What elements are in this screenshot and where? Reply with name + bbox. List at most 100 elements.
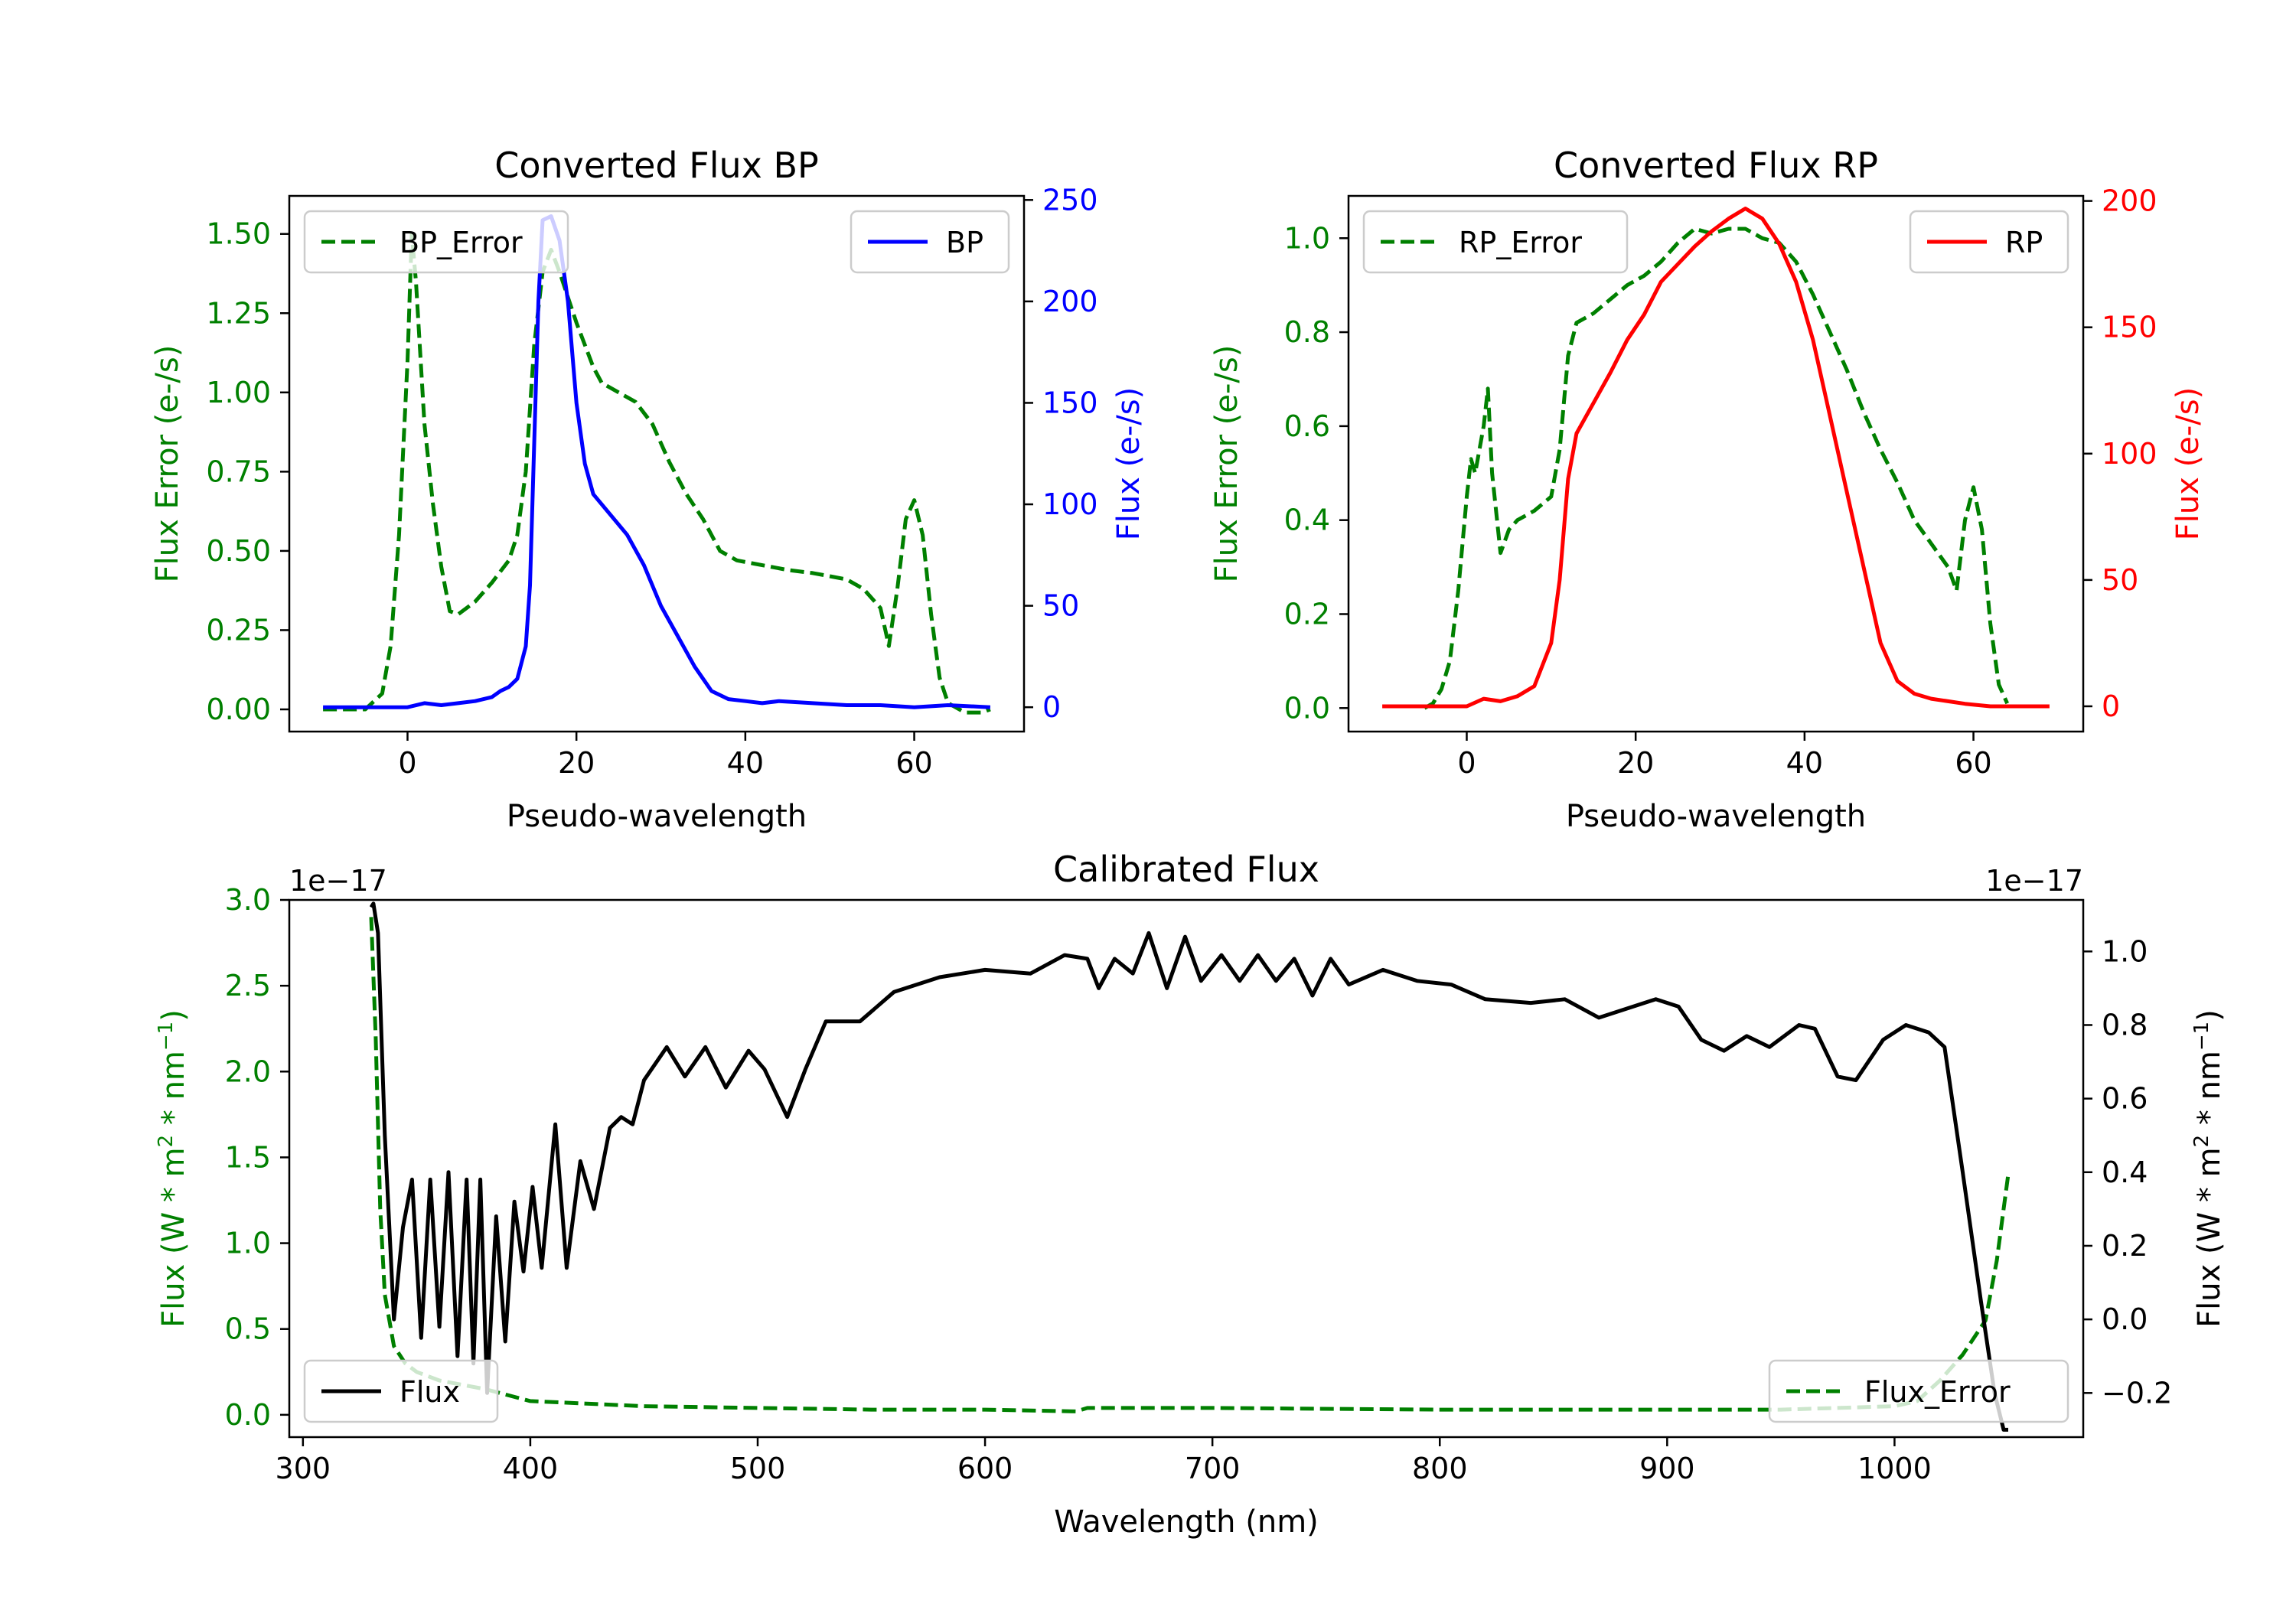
x-tick-label: 700: [1185, 1452, 1241, 1485]
left-y-tick-label: 1.5: [225, 1140, 271, 1174]
right-y-tick-label: 50: [1042, 589, 1079, 623]
y-axis-label-part: Flux (W * m: [156, 1147, 191, 1327]
legend-rp: RP: [1909, 210, 2069, 274]
x-tick-label: 800: [1412, 1452, 1468, 1485]
left-y-tick-label: 0.75: [206, 455, 271, 488]
chart-title: Converted Flux BP: [494, 145, 819, 186]
calibrated-panel: 300 400 500 600 700 800 900 1000 0.0 0.5 1.0 1.5 2.0…: [155, 849, 2227, 1540]
legend-box: [1909, 210, 2069, 274]
y-axis-label-exponent: −1: [155, 1022, 178, 1051]
legend-box: [303, 210, 569, 274]
right-offset-text: 1e−17: [1985, 864, 2083, 898]
left-y-tick-label: 0.5: [225, 1312, 271, 1346]
x-tick-label: 300: [276, 1452, 331, 1485]
left-y-tick-label: 1.0: [1284, 221, 1330, 255]
legend-bp: BP: [850, 210, 1010, 274]
left-y-axis-label: Flux Error (e-/s): [1209, 345, 1244, 583]
chart-title: Converted Flux RP: [1554, 145, 1878, 186]
left-offset-text: 1e−17: [289, 864, 387, 898]
right-y-tick-label: 150: [1042, 386, 1098, 419]
y-axis-label-part: * nm: [156, 1051, 191, 1135]
y-axis-label-exponent: 2: [2190, 1135, 2213, 1148]
chart-title: Calibrated Flux: [1053, 849, 1319, 890]
left-y-tick-label: 1.0: [225, 1227, 271, 1260]
series-line-bp: [323, 214, 991, 709]
right-y-tick-label: 0.8: [2102, 1008, 2148, 1041]
y-axis-label-part: Flux (W * m: [2192, 1147, 2227, 1327]
legend-label: BP: [946, 226, 983, 259]
right-y-tick-label: 0.6: [2102, 1082, 2148, 1116]
x-tick-label: 20: [1617, 746, 1654, 780]
legend-box: [303, 1359, 499, 1423]
x-tick-label: 0: [398, 746, 416, 780]
plot-frame: [1347, 194, 2085, 733]
right-y-tick-label: 200: [2102, 184, 2157, 218]
right-y-tick-label: 0: [1042, 690, 1061, 724]
x-tick-label: 600: [957, 1452, 1013, 1485]
right-y-tick-label: 0.4: [2102, 1156, 2148, 1189]
right-y-axis-label: Flux (e-/s): [2170, 387, 2206, 540]
left-y-tick-label: 1.00: [206, 376, 271, 409]
left-y-tick-label: 0.4: [1284, 504, 1330, 537]
x-tick-label: 500: [730, 1452, 786, 1485]
legend-box: [850, 210, 1010, 274]
left-y-tick-label: 1.25: [206, 296, 271, 330]
legend-flux: Flux: [303, 1359, 499, 1423]
x-tick-label: 0: [1457, 746, 1476, 780]
x-tick-label: 1000: [1857, 1452, 1932, 1485]
legend-label: RP_Error: [1459, 226, 1582, 259]
legend-flux-error: Flux_Error: [1768, 1359, 2069, 1423]
right-y-axis-label: Flux (e-/s): [1111, 387, 1146, 540]
left-y-tick-label: 0.0: [1284, 691, 1330, 725]
x-tick-label: 400: [503, 1452, 559, 1485]
right-y-tick-label: 250: [1042, 183, 1098, 217]
left-y-tick-label: 2.0: [225, 1054, 271, 1088]
y-axis-label-exponent: 2: [155, 1135, 178, 1148]
right-y-tick-label: 100: [1042, 487, 1098, 521]
x-tick-label: 60: [1955, 746, 1991, 780]
bp-panel: 0 20 40 60 0.00 0.25 0.50 0.75 1.00 1.25 1.50 0 50 10…: [150, 145, 1146, 834]
right-y-axis-label: Flux (W * m2 * nm−1): [2190, 1009, 2227, 1328]
x-axis-label: Pseudo-wavelength: [507, 799, 807, 834]
x-tick-label: 40: [1786, 746, 1823, 780]
series-line-rp: [1382, 207, 2050, 709]
legend-box: [1362, 210, 1629, 274]
right-y-tick-label: 200: [1042, 285, 1098, 318]
left-y-axis-label: Flux Error (e-/s): [150, 345, 185, 583]
y-axis-label-part: * nm: [2192, 1051, 2227, 1135]
right-y-tick-label: 0: [2102, 689, 2120, 723]
left-y-tick-label: 0.2: [1284, 597, 1330, 631]
legend-label: Flux: [400, 1375, 460, 1409]
x-axis-label: Wavelength (nm): [1054, 1504, 1319, 1540]
plot-frame: [288, 194, 1026, 733]
left-y-tick-label: 1.50: [206, 217, 271, 251]
legend-label: Flux_Error: [1864, 1375, 2011, 1409]
left-y-tick-label: 0.50: [206, 534, 271, 568]
left-y-tick-label: 0.0: [225, 1398, 271, 1432]
x-axis-label: Pseudo-wavelength: [1566, 799, 1866, 834]
rp-panel: 0 20 40 60 0.0 0.2 0.4 0.6 0.8 1.0 0 50 100 150 200 Con…: [1209, 145, 2206, 834]
legend-rp-error: RP_Error: [1362, 210, 1629, 274]
right-y-tick-label: 0.0: [2102, 1302, 2148, 1336]
series-line-rp-error: [1424, 227, 2009, 710]
x-tick-label: 900: [1639, 1452, 1695, 1485]
series-line-flux: [369, 901, 2008, 1432]
right-y-tick-label: −0.2: [2102, 1376, 2172, 1410]
y-axis-label-part: ): [156, 1009, 191, 1022]
legend-label: RP: [2005, 226, 2043, 259]
left-y-axis-label: Flux (W * m2 * nm−1): [155, 1009, 191, 1328]
x-tick-label: 20: [558, 746, 595, 780]
series-line-bp-error: [323, 232, 991, 715]
right-y-tick-label: 50: [2102, 563, 2138, 597]
x-tick-label: 40: [727, 746, 764, 780]
legend-bp-error: BP_Error: [303, 210, 569, 274]
left-y-tick-label: 0.8: [1284, 315, 1330, 349]
y-axis-label-exponent: −1: [2190, 1022, 2213, 1051]
left-y-tick-label: 0.25: [206, 613, 271, 647]
right-y-tick-label: 100: [2102, 437, 2157, 471]
y-axis-label-part: ): [2192, 1009, 2227, 1022]
right-y-tick-label: 150: [2102, 311, 2157, 344]
legend-label: BP_Error: [400, 226, 523, 259]
left-y-tick-label: 0.6: [1284, 409, 1330, 443]
